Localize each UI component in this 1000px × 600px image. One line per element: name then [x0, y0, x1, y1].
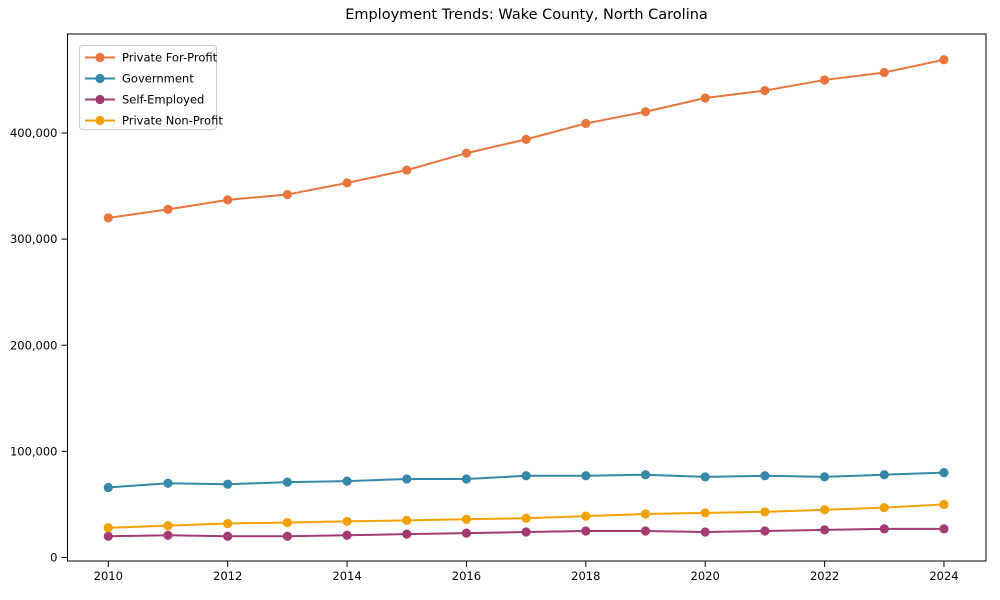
data-point-government-2017	[521, 471, 531, 481]
data-point-government-2022	[819, 472, 830, 482]
data-point-private-for-profit-2020	[700, 93, 710, 103]
data-point-self-employed-2016	[461, 528, 472, 538]
data-point-government-2011	[163, 478, 173, 488]
data-point-government-2024	[939, 468, 949, 478]
chart-title: Employment Trends: Wake County, North Ca…	[345, 7, 708, 23]
data-point-government-2014	[342, 476, 352, 486]
data-point-private-non-profit-2019	[640, 509, 651, 519]
plot-border	[67, 33, 987, 562]
data-point-self-employed-2013	[282, 531, 292, 541]
legend-swatch-marker-icon	[95, 94, 105, 105]
data-point-government-2016	[461, 474, 472, 484]
data-point-private-for-profit-2011	[163, 204, 173, 215]
data-point-government-2013	[282, 477, 292, 487]
data-point-private-non-profit-2014	[342, 516, 352, 527]
data-point-self-employed-2020	[700, 527, 710, 537]
data-point-private-non-profit-2021	[760, 507, 770, 517]
data-point-government-2010	[103, 482, 113, 493]
legend-item-private-non-profit: Private Non-Profit	[85, 114, 223, 128]
legend-item-self-employed: Self-Employed	[85, 93, 204, 107]
data-point-private-non-profit-2013	[282, 517, 292, 528]
data-point-private-for-profit-2016	[461, 148, 472, 158]
y-tick-label: 400,000	[10, 126, 58, 140]
data-point-private-for-profit-2012	[223, 195, 233, 205]
data-point-self-employed-2022	[819, 525, 830, 535]
data-point-government-2023	[879, 470, 889, 480]
x-tick-label: 2024	[929, 569, 958, 583]
data-point-private-for-profit-2024	[939, 55, 949, 65]
legend-box	[79, 45, 217, 130]
data-point-private-for-profit-2015	[402, 165, 412, 175]
legend-swatch-marker-icon	[95, 115, 105, 126]
series-self-employed	[103, 524, 949, 541]
data-point-self-employed-2019	[640, 526, 651, 536]
data-point-private-for-profit-2017	[521, 134, 531, 144]
data-point-private-for-profit-2018	[581, 118, 591, 129]
legend-swatch-marker-icon	[95, 52, 105, 63]
data-point-self-employed-2018	[581, 526, 591, 536]
series-government	[103, 468, 949, 493]
data-point-self-employed-2015	[402, 529, 412, 539]
data-point-private-non-profit-2017	[521, 513, 531, 523]
data-point-private-for-profit-2013	[282, 189, 292, 200]
x-axis: 2010 2012 2014 2016 2018 2020 2022 2024	[94, 561, 959, 583]
legend-swatch-marker-icon	[95, 73, 105, 84]
data-point-private-non-profit-2018	[581, 511, 591, 521]
x-tick-label: 2018	[571, 569, 600, 583]
y-tick-label: 200,000	[10, 338, 58, 352]
data-point-private-non-profit-2022	[819, 505, 830, 515]
data-point-private-for-profit-2022	[819, 75, 830, 85]
legend-item-private-for-profit: Private For-Profit	[85, 51, 218, 65]
data-point-government-2019	[640, 470, 651, 480]
data-point-self-employed-2011	[163, 530, 173, 540]
y-tick-label: 0	[50, 551, 57, 565]
x-tick-label: 2020	[691, 569, 720, 583]
data-point-self-employed-2010	[103, 531, 113, 541]
data-point-government-2020	[700, 472, 710, 482]
data-point-self-employed-2021	[760, 526, 770, 536]
y-tick-label: 100,000	[10, 444, 58, 458]
data-point-private-non-profit-2023	[879, 503, 889, 513]
data-point-private-for-profit-2014	[342, 178, 352, 188]
data-point-private-for-profit-2019	[640, 107, 651, 117]
x-tick-label: 2010	[94, 569, 123, 583]
data-point-private-for-profit-2021	[760, 85, 770, 96]
series-private-non-profit	[103, 499, 949, 533]
series-private-for-profit	[103, 55, 949, 223]
x-tick-label: 2012	[213, 569, 242, 583]
data-point-private-non-profit-2011	[163, 521, 173, 531]
legend-label: Government	[122, 72, 194, 86]
x-tick-label: 2022	[810, 569, 839, 583]
data-point-private-non-profit-2012	[223, 518, 233, 529]
legend-label: Private Non-Profit	[122, 114, 223, 128]
data-point-private-non-profit-2016	[461, 514, 472, 524]
data-point-government-2021	[760, 471, 770, 481]
legend-label: Self-Employed	[122, 93, 204, 107]
legend: Private For-Profit Government Self-Employe…	[79, 45, 223, 130]
data-point-private-non-profit-2024	[939, 499, 949, 510]
y-tick-label: 300,000	[10, 232, 58, 246]
data-point-private-for-profit-2010	[103, 213, 113, 223]
data-point-private-non-profit-2010	[103, 523, 113, 533]
legend-item-government: Government	[85, 72, 194, 86]
data-point-self-employed-2024	[939, 524, 949, 534]
data-point-self-employed-2017	[521, 527, 531, 537]
data-point-self-employed-2012	[223, 531, 233, 541]
data-point-private-non-profit-2015	[402, 515, 412, 525]
data-point-self-employed-2023	[879, 524, 889, 534]
data-point-private-non-profit-2020	[700, 508, 710, 518]
data-point-government-2015	[402, 474, 412, 484]
data-point-government-2012	[223, 479, 233, 489]
legend-label: Private For-Profit	[122, 51, 218, 65]
x-tick-label: 2016	[452, 569, 481, 583]
data-point-private-for-profit-2023	[879, 67, 889, 78]
x-tick-label: 2014	[332, 569, 361, 583]
y-axis: 0 100,000 200,000 300,000 400,000	[10, 126, 68, 565]
data-point-government-2018	[581, 471, 591, 481]
data-point-self-employed-2014	[342, 530, 352, 540]
